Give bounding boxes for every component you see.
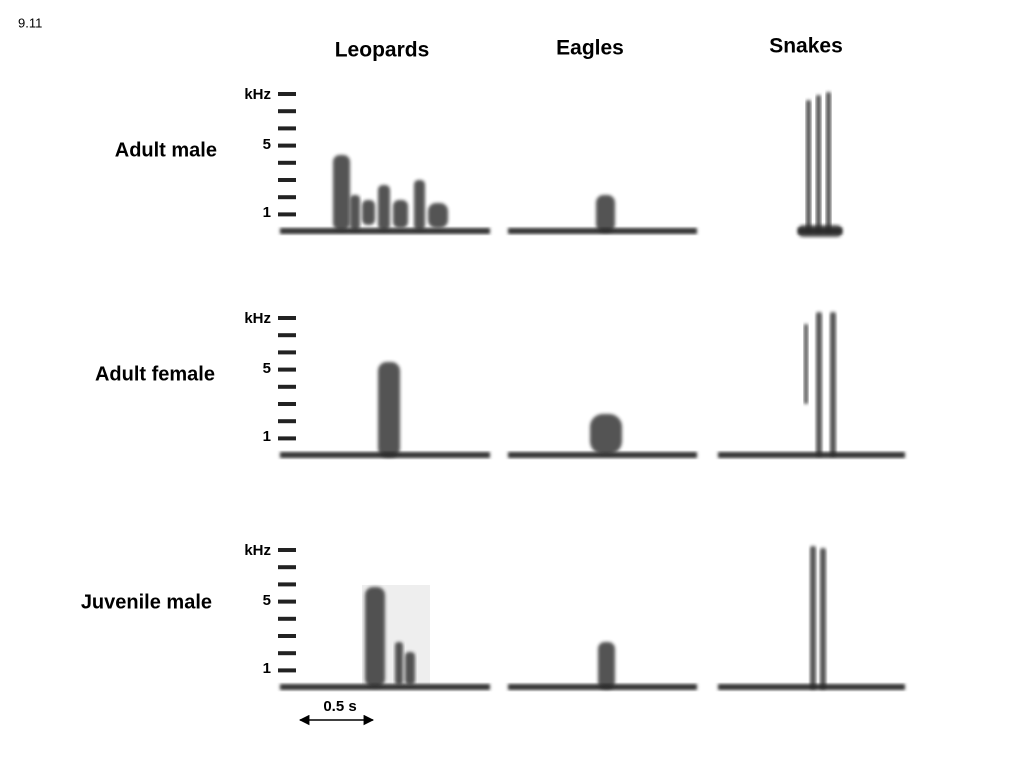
axis-tick: [278, 212, 296, 217]
axis-tick: [278, 126, 296, 131]
axis-tick: [278, 599, 296, 604]
axis-tick: [278, 436, 296, 441]
spectral-energy: [798, 225, 842, 237]
axis-tick: [278, 195, 296, 200]
baseline: [280, 684, 490, 690]
spectral-energy: [395, 642, 403, 685]
axis-tick: [278, 384, 296, 389]
axis-tick: [278, 668, 296, 673]
baseline: [280, 228, 490, 234]
spectral-energy: [405, 652, 415, 685]
axis-label: 5: [263, 136, 271, 153]
axis-unit: kHz: [244, 86, 271, 103]
axis-tick: [278, 634, 296, 638]
axis-tick: [278, 565, 296, 570]
axis-tick: [278, 316, 296, 320]
baseline: [718, 452, 905, 458]
spectral-energy: [428, 203, 448, 228]
axis-tick: [278, 333, 296, 338]
axis-tick: [278, 616, 296, 621]
axis-tick: [278, 402, 296, 406]
axis-tick: [278, 160, 296, 165]
axis-tick: [278, 350, 296, 355]
axis-label: 1: [263, 204, 271, 221]
spectral-energy: [598, 642, 615, 689]
column-header: Eagles: [556, 37, 624, 60]
axis-tick: [278, 548, 296, 552]
spectral-energy: [590, 414, 622, 454]
spectral-energy: [810, 546, 816, 689]
baseline: [508, 452, 697, 458]
spectral-energy: [830, 312, 836, 456]
axis-tick: [278, 367, 296, 372]
row-label: Adult male: [115, 139, 217, 161]
spectral-energy: [804, 324, 808, 404]
spectral-energy: [596, 195, 615, 232]
axis-tick: [278, 419, 296, 424]
spectral-energy: [820, 548, 826, 689]
scale-label: 0.5 s: [323, 698, 356, 715]
spectral-energy: [414, 180, 425, 230]
column-header: Snakes: [769, 35, 843, 58]
spectral-energy: [362, 200, 375, 225]
axis-label: 5: [263, 592, 271, 609]
axis-unit: kHz: [244, 542, 271, 559]
row-label: Adult female: [95, 363, 215, 385]
row-label: Juvenile male: [81, 591, 212, 613]
spectral-energy: [806, 100, 811, 232]
axis-tick: [278, 92, 296, 96]
spectral-energy: [333, 155, 350, 230]
axis-unit: kHz: [244, 310, 271, 327]
spectral-energy: [350, 195, 360, 230]
spectral-energy: [816, 312, 822, 456]
axis-tick: [278, 143, 296, 148]
spectral-energy: [816, 95, 821, 232]
spectral-energy: [826, 92, 831, 232]
spectral-energy: [378, 185, 390, 230]
axis-tick: [278, 582, 296, 587]
axis-label: 5: [263, 360, 271, 377]
axis-label: 1: [263, 428, 271, 445]
axis-tick: [278, 178, 296, 182]
spectrograms: [278, 92, 905, 690]
spectral-energy: [393, 200, 408, 228]
figure-number: 9.11: [18, 15, 42, 30]
spectral-energy: [378, 362, 400, 457]
axis-label: 1: [263, 660, 271, 677]
spectral-energy: [365, 587, 385, 687]
axis-tick: [278, 651, 296, 656]
column-header: Leopards: [335, 39, 430, 62]
axis-tick: [278, 109, 296, 114]
